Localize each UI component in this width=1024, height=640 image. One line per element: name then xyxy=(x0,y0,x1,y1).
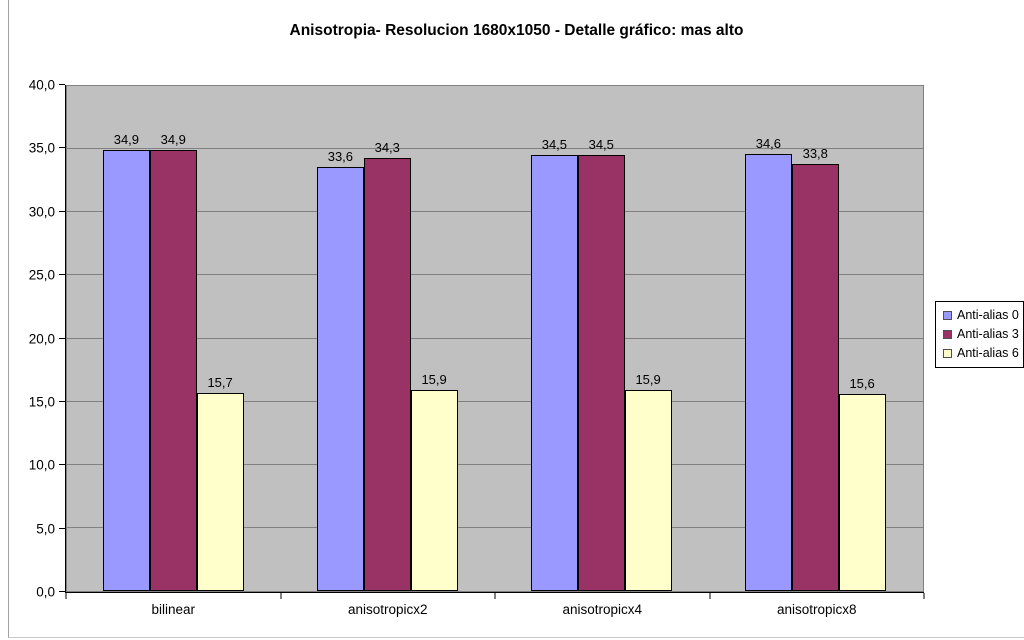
y-axis-line xyxy=(65,85,66,593)
y-axis-tick-label: 35,0 xyxy=(28,140,55,156)
bar-value-label: 15,9 xyxy=(635,372,661,388)
bar-value-label: 34,9 xyxy=(160,132,186,148)
y-axis-tick-label: 30,0 xyxy=(28,204,55,220)
bar-value-label: 33,6 xyxy=(327,148,354,164)
legend-label: Anti-alias 0 xyxy=(957,308,1019,322)
legend-label: Anti-alias 3 xyxy=(957,327,1019,341)
gridline xyxy=(67,148,923,150)
x-axis-category-labels: bilinear anisotropicx2 anisotropicx4 anisot… xyxy=(66,602,924,620)
x-axis-tick xyxy=(923,593,925,599)
gridline xyxy=(67,526,923,528)
bar-value-label: 15,7 xyxy=(207,374,233,390)
legend-swatch-anti-alias-6 xyxy=(943,349,952,358)
bar-anti-alias-6-anisotropicx8 xyxy=(838,394,886,591)
legend-label: Anti-alias 6 xyxy=(957,346,1019,360)
y-axis-tick xyxy=(59,591,65,592)
x-axis-tick xyxy=(494,593,496,599)
bar-anti-alias-0-anisotropicx4 xyxy=(530,155,578,591)
gridline xyxy=(67,274,923,276)
chart-frame: Anisotropia- Resolucion 1680x1050 - Deta… xyxy=(8,0,1024,638)
x-axis-ticks xyxy=(65,593,925,599)
chart-title: Anisotropia- Resolucion 1680x1050 - Deta… xyxy=(289,22,744,39)
gridline xyxy=(67,463,923,465)
y-axis-tick xyxy=(59,337,65,339)
y-axis-tick xyxy=(59,464,65,466)
x-axis-category-label: anisotropicx8 xyxy=(776,602,857,617)
legend-entry: Anti-alias 0 xyxy=(943,308,1019,322)
y-axis-tick-label: 10,0 xyxy=(28,457,55,473)
x-axis-tick xyxy=(65,593,67,599)
y-axis-tick-label: 25,0 xyxy=(28,267,55,283)
gridline xyxy=(67,211,923,213)
x-axis-tick xyxy=(280,593,281,599)
y-axis-tick xyxy=(59,147,65,149)
bar-anti-alias-6-anisotropicx2 xyxy=(410,390,458,591)
legend-swatch-anti-alias-0 xyxy=(943,311,952,320)
legend-entry: Anti-alias 3 xyxy=(943,327,1019,341)
x-axis-tick xyxy=(709,593,710,599)
bar-value-label: 34,9 xyxy=(113,132,140,148)
bar-anti-alias-0-bilinear xyxy=(102,150,150,591)
x-axis-category-label: bilinear xyxy=(151,602,196,617)
gridline xyxy=(67,337,923,339)
bar-anti-alias-3-anisotropicx4 xyxy=(577,155,625,591)
plot-area: 34,9 33,6 34,5 34,6 34,9 34,3 34,5 33,8 15,7 15,9… xyxy=(66,85,924,592)
y-axis-tick xyxy=(59,527,65,529)
y-axis-tick xyxy=(59,84,65,85)
bar-anti-alias-3-bilinear xyxy=(149,150,197,591)
bar-value-label: 34,3 xyxy=(374,139,400,155)
bar-value-label: 15,6 xyxy=(849,376,875,392)
bar-value-label: 34,5 xyxy=(588,137,614,153)
bar-anti-alias-0-anisotropicx8 xyxy=(744,154,792,591)
bar-anti-alias-0-anisotropicx2 xyxy=(316,166,364,591)
y-axis-tick-label: 20,0 xyxy=(28,331,55,346)
x-axis-line xyxy=(65,592,924,593)
legend-swatch-anti-alias-3 xyxy=(943,330,952,339)
bar-anti-alias-6-anisotropicx4 xyxy=(624,390,672,591)
y-axis-tick xyxy=(59,210,65,212)
y-axis-ticks xyxy=(59,84,65,592)
y-axis-tick-label: 5,0 xyxy=(36,521,55,537)
bar-anti-alias-3-anisotropicx8 xyxy=(791,164,839,591)
y-axis-tick xyxy=(59,274,65,276)
x-axis-category-label: anisotropicx2 xyxy=(347,602,428,617)
legend: Anti-alias 0 Anti-alias 3 Anti-alias 6 xyxy=(935,301,1024,368)
bar-value-label: 34,6 xyxy=(755,136,782,152)
y-axis-tick-label: 0,0 xyxy=(36,584,55,600)
y-axis-tick-labels: 0,0 5,0 10,0 15,0 20,0 25,0 30,0 35,0 40,0 xyxy=(9,78,55,599)
y-axis-tick-label: 40,0 xyxy=(28,77,55,93)
y-axis-tick-label: 15,0 xyxy=(28,394,55,410)
bar-value-label: 33,8 xyxy=(802,146,828,162)
y-axis-tick xyxy=(59,400,65,402)
bar-anti-alias-6-bilinear xyxy=(196,392,244,591)
gridline xyxy=(67,400,923,402)
bar-anti-alias-3-anisotropicx2 xyxy=(363,157,411,591)
bar-value-label: 15,9 xyxy=(421,372,447,388)
x-axis-category-label: anisotropicx4 xyxy=(562,602,643,617)
legend-entry: Anti-alias 6 xyxy=(943,346,1019,360)
bar-value-label: 34,5 xyxy=(541,137,568,153)
